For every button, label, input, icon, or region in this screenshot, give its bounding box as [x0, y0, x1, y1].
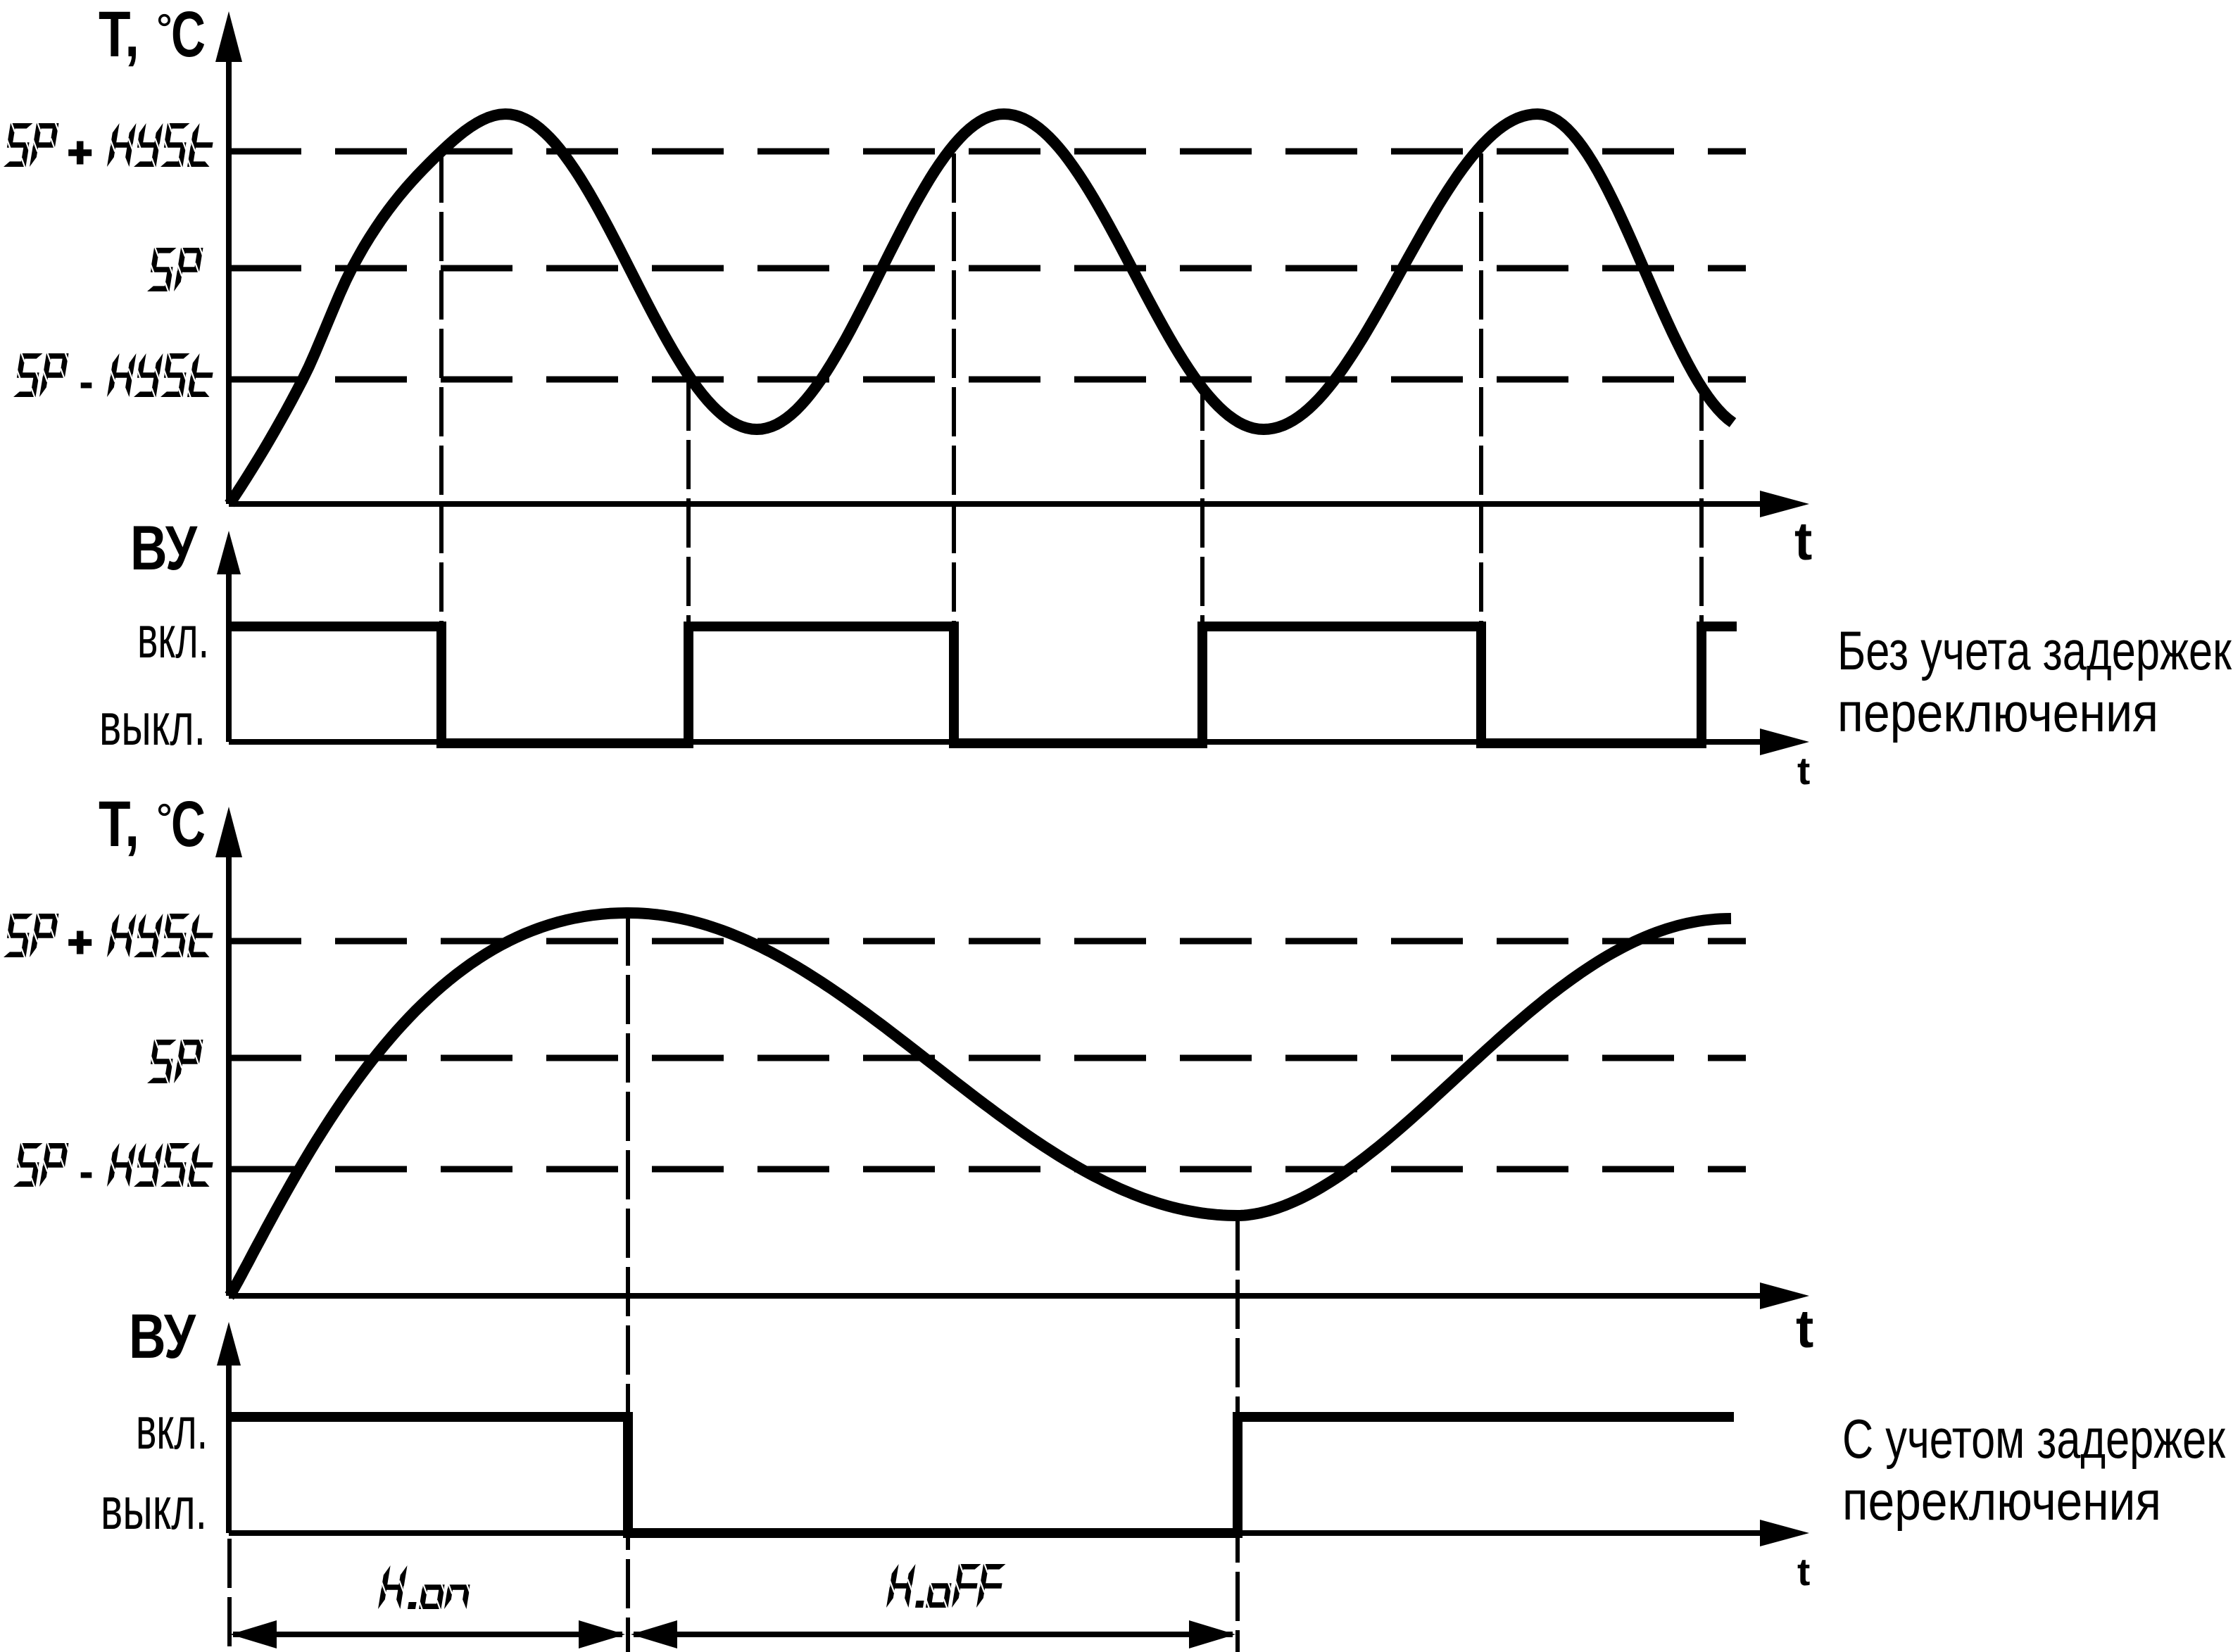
svg-text:выкл.: выкл.: [101, 1475, 207, 1541]
svg-text:переключения: переключения: [1842, 1470, 2161, 1532]
svg-text:T,: T,: [99, 788, 139, 860]
svg-text:C: C: [171, 788, 206, 860]
svg-text:С учетом задержек: С учетом задержек: [1842, 1408, 2226, 1470]
svg-text:t: t: [1797, 749, 1810, 793]
svg-text:C: C: [171, 0, 206, 70]
svg-text:t: t: [1796, 1299, 1813, 1359]
svg-text:выкл.: выкл.: [99, 691, 206, 757]
svg-text:ВУ: ВУ: [130, 512, 198, 583]
svg-text:вкл.: вкл.: [136, 1395, 208, 1461]
svg-text:t: t: [1794, 512, 1812, 572]
svg-text:Без учета задержек: Без учета задержек: [1837, 619, 2232, 681]
svg-text:вкл.: вкл.: [137, 604, 209, 670]
svg-text:T,: T,: [99, 0, 139, 70]
svg-text:t: t: [1797, 1550, 1810, 1594]
svg-text:переключения: переключения: [1837, 681, 2158, 743]
svg-text:ВУ: ВУ: [129, 1301, 196, 1371]
